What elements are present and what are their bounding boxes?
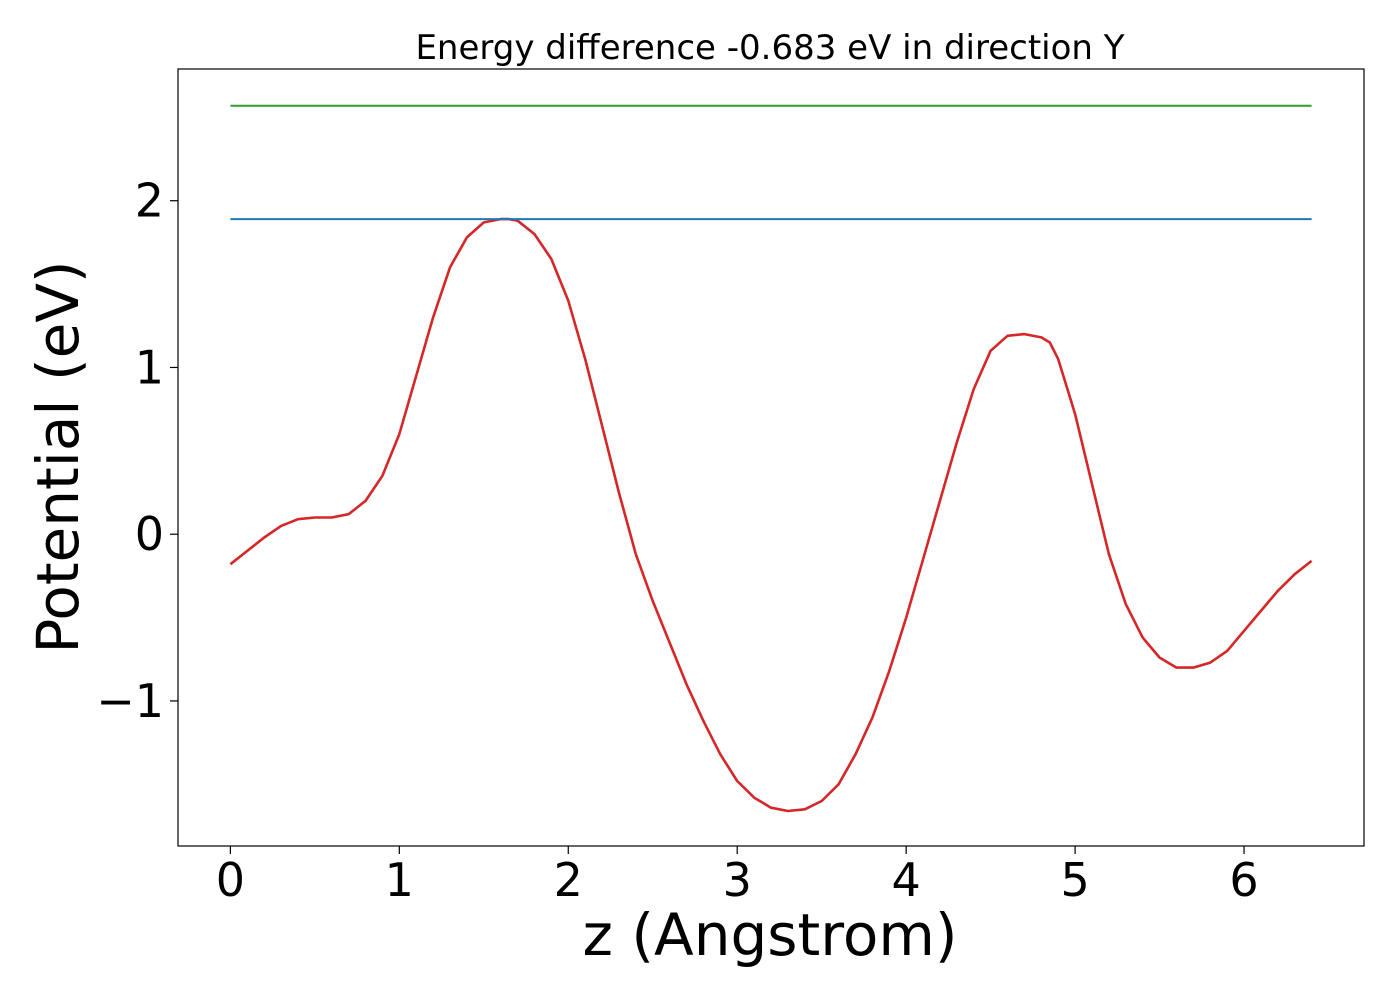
x-axis-ticks: 0 1 2 3 4 5 6 [216, 846, 1259, 907]
plot-frame [177, 68, 1365, 847]
x-tick-label: 2 [554, 853, 583, 907]
y-tick-label: −1 [96, 674, 164, 728]
x-tick-label: 1 [385, 853, 414, 907]
x-tick-label: 5 [1060, 853, 1089, 907]
series-layer [229, 104, 1313, 813]
series-line-0 [229, 217, 1313, 813]
y-axis-ticks: −1 0 1 2 [96, 174, 178, 728]
y-tick-label: 2 [135, 174, 164, 228]
y-axis-label: Potential (eV) [24, 260, 92, 653]
y-tick-label: 1 [135, 340, 164, 394]
x-axis-label: z (Angstrom) [583, 901, 958, 969]
x-tick-label: 4 [892, 853, 921, 907]
y-tick-label: 0 [135, 507, 164, 561]
x-tick-label: 6 [1229, 853, 1258, 907]
chart-title: Energy difference -0.683 eV in direction… [415, 28, 1124, 68]
x-tick-label: 3 [723, 853, 752, 907]
x-tick-label: 0 [216, 853, 245, 907]
